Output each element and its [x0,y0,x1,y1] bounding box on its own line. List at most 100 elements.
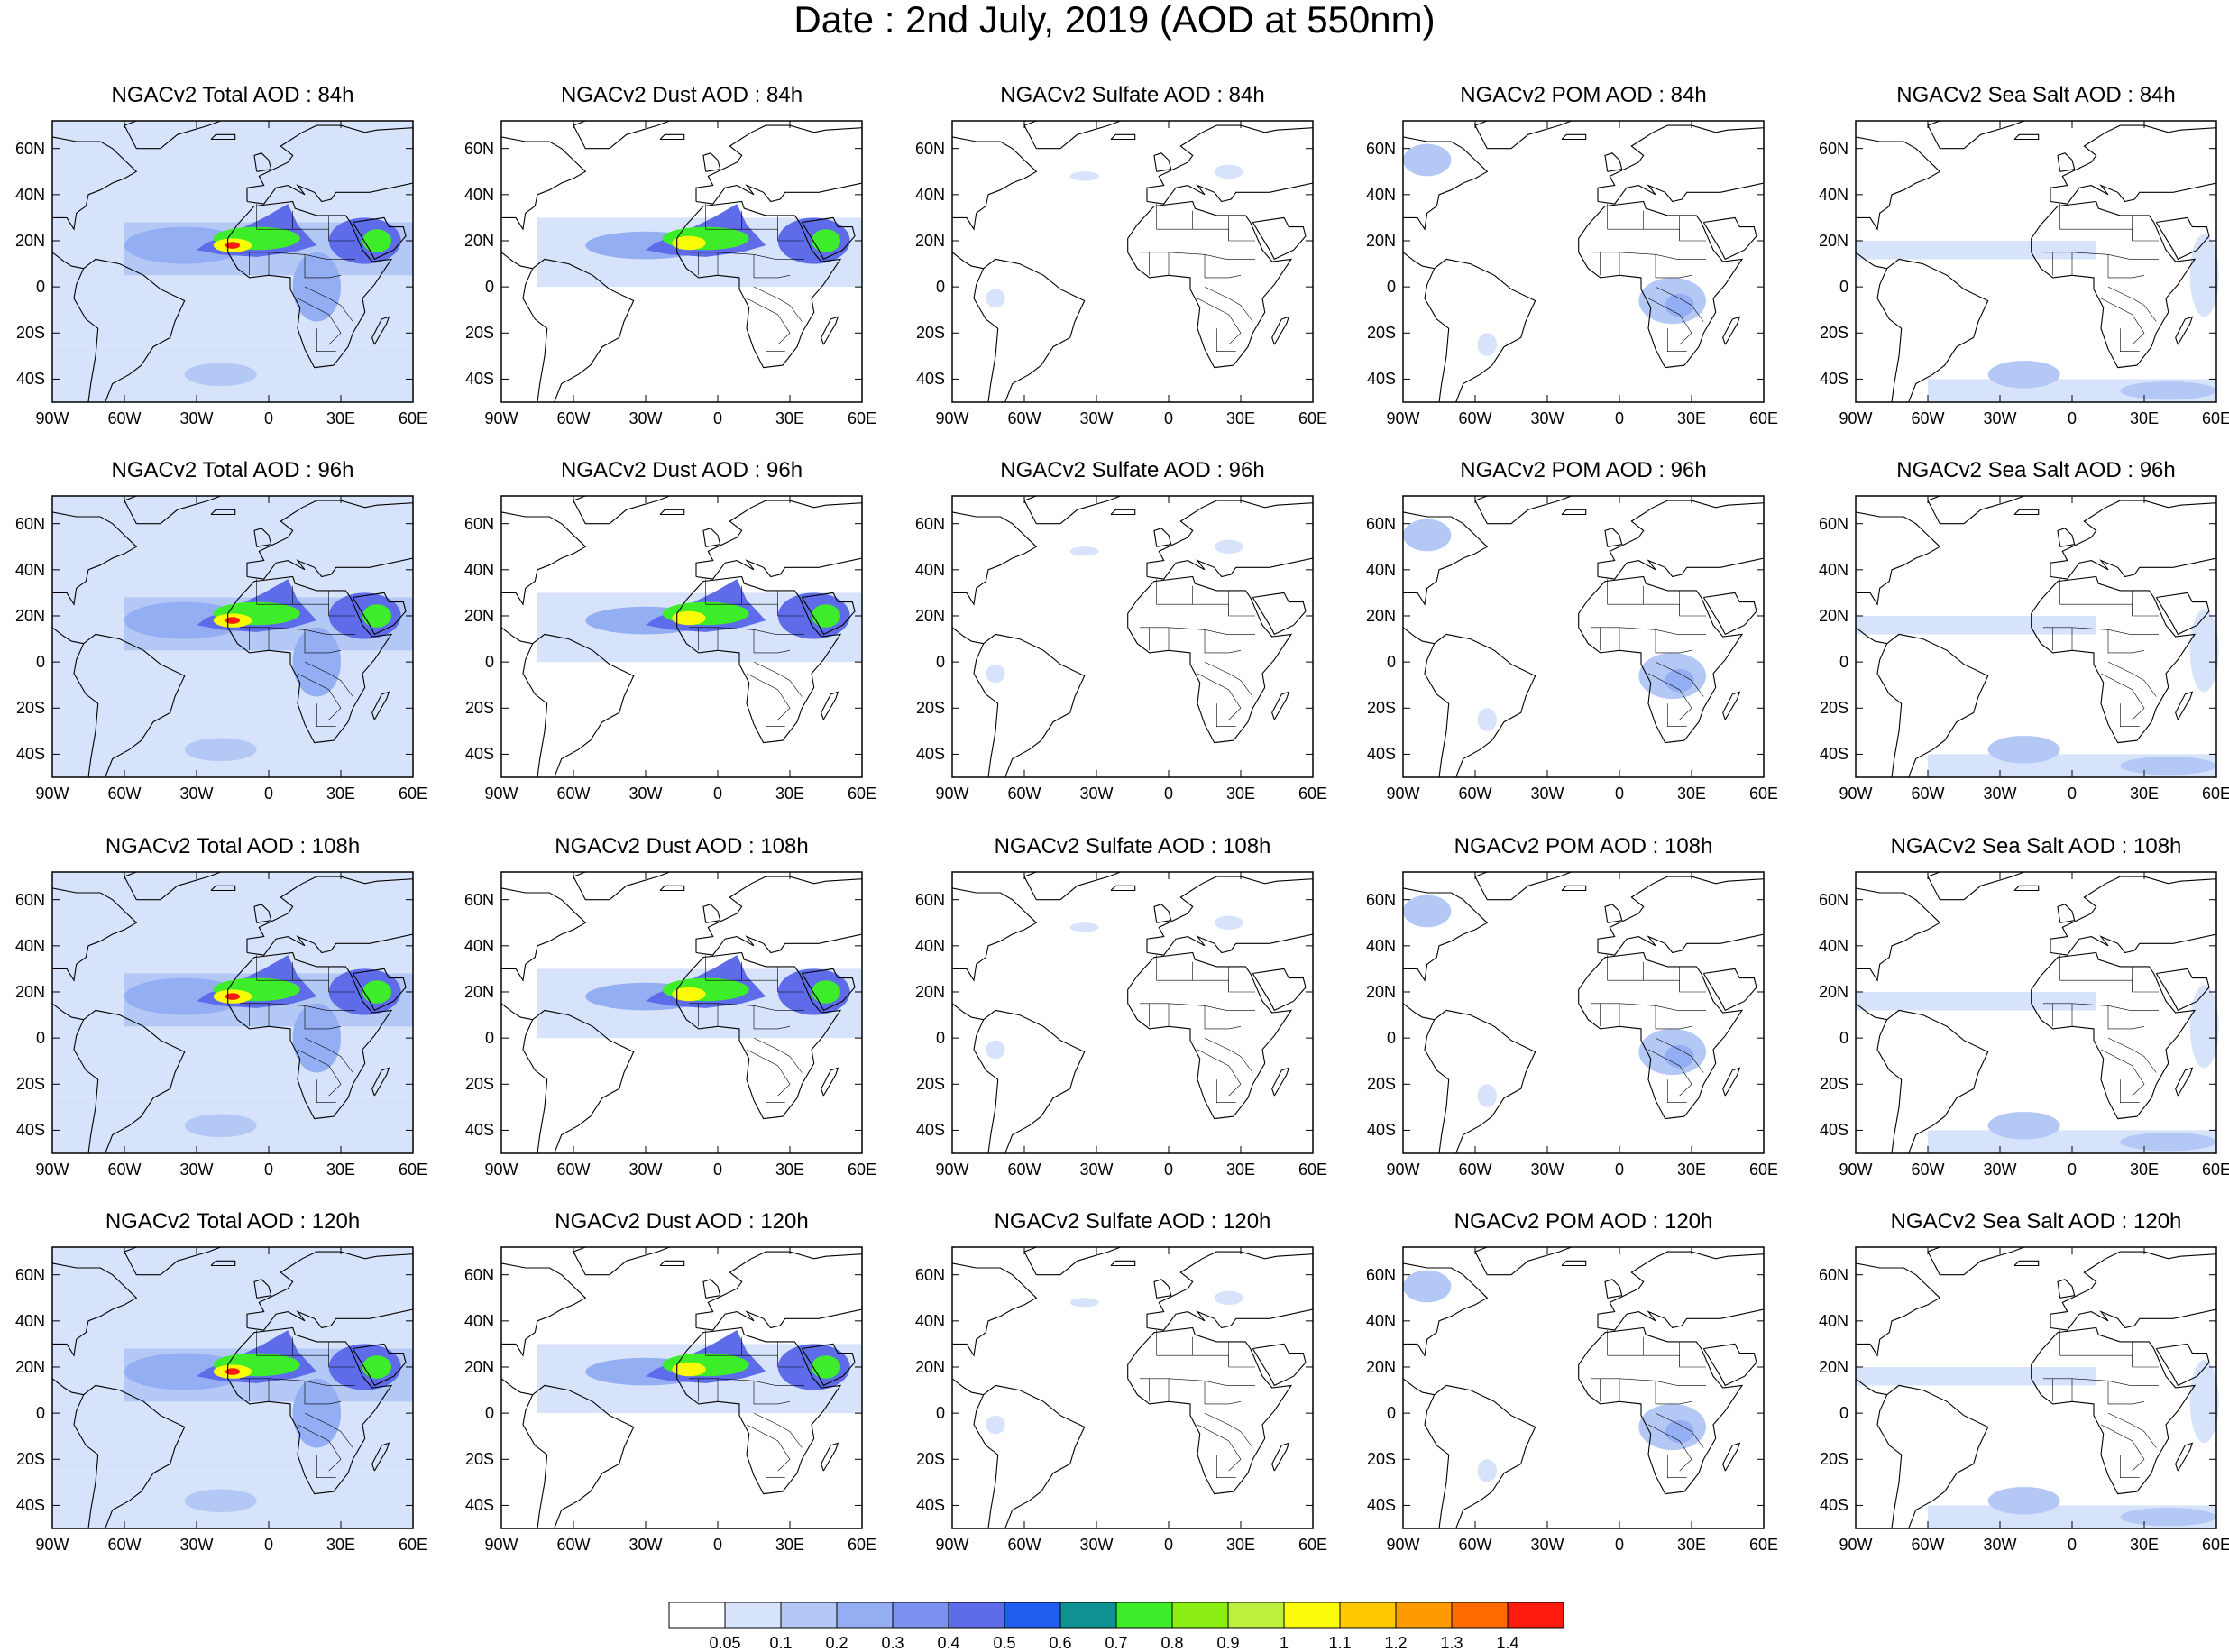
lat-label: 20S [15,324,45,343]
border-line [2107,661,2157,697]
coastline-africa [676,1326,842,1495]
map-panel: NGACv2 POM AOD : 120h 60N 40N 20N 0 20S 40S 90W… [1366,1209,1778,1554]
border-line [1655,1412,1704,1448]
coastline-europe [1146,1251,1314,1331]
axis-ticks [1855,121,2217,402]
plot-background [1403,872,1764,1153]
coastline-madagascar [372,691,390,720]
lon-label: 60E [1748,785,1779,803]
coastline-madagascar [821,316,839,345]
plot-frame [1402,120,1765,403]
lat-label: 20N [463,1357,494,1376]
lon-label: 60E [2201,409,2229,427]
border-line [2043,627,2159,635]
coastline-samerica [973,1009,1086,1154]
border-line [1204,1381,1242,1405]
lat-label: 20S [1819,324,1848,343]
lat-label: 40S [15,745,45,764]
coastline-madagascar [1271,1442,1290,1472]
aod-blob [1665,293,1694,317]
coastline-arabia [2155,968,2210,1012]
axis-ticks [500,496,863,777]
border-line [316,703,336,727]
lon-label: 60W [556,1161,591,1179]
country-borders [689,955,804,1103]
aod-blob [1214,1290,1243,1305]
aod-field-band [1856,241,2096,260]
axis-ticks [51,872,414,1153]
coastlines [1855,495,2217,778]
aod-blob [1477,708,1497,731]
coastline-uk [253,904,272,923]
coastlines [951,495,1314,778]
coastline-iceland [210,133,236,141]
map-panel: NGACv2 Sea Salt AOD : 108h 60N 40N 20N 0 20S 4… [1819,834,2229,1179]
colorbar-label: 0.4 [937,1634,960,1652]
coastline-samerica [522,633,635,778]
border-line [1655,661,1704,697]
lat-label: 60N [1818,1265,1848,1284]
lat-label: 40N [1365,936,1396,955]
lat-label: 40N [463,1311,494,1330]
map-panel: NGACv2 Sulfate AOD : 108h 60N 40N 20N 0 20S 40… [915,834,1327,1179]
coastline-central [951,627,984,645]
aod-field-midlat [52,872,413,958]
panel-title: NGACv2 Total AOD : 120h [105,1209,361,1234]
coastlines [500,120,863,403]
coastlines [51,871,414,1154]
coastline-greenland [1023,120,1121,150]
plot-frame [51,495,414,778]
coastline-madagascar [2175,1067,2194,1097]
coastline-namerica [500,136,587,231]
coastline-arabia [1252,216,1307,261]
lon-label: 0 [2067,1536,2077,1554]
coastline-greenland [1474,495,1572,525]
border-line [1204,254,1242,279]
colorbar-label: 1.3 [1440,1634,1463,1652]
coastline-arabia [2155,216,2210,261]
coastline-central [1855,627,1887,645]
lat-label: 20S [915,1075,945,1094]
aod-blob [1477,1084,1497,1107]
coastline-central [51,627,84,645]
coastline-madagascar [821,691,839,720]
coastline-uk [2057,528,2076,547]
colorbar-swatches [668,1602,1564,1629]
lon-label: 0 [712,785,722,803]
lon-label: 90W [1839,409,1873,427]
lat-label: 0 [1386,1029,1396,1048]
coastline-europe [2050,500,2217,580]
coastline-europe [2050,876,2217,956]
border-line [1156,204,1194,230]
border-line [705,579,743,605]
lat-label: 40S [1819,1121,1848,1140]
lon-label: 90W [1386,1536,1420,1554]
coastline-central [500,1378,533,1396]
coastline-europe [2050,124,2217,205]
lat-label: 60N [1818,139,1848,158]
map-plot [1402,495,1765,778]
colorbar-label: 0.7 [1105,1634,1128,1652]
plot-background [1403,496,1764,777]
coastline-madagascar [1722,691,1741,720]
lon-label: 90W [484,1161,518,1179]
lon-label: 30W [179,1161,214,1179]
map-plot [51,495,414,778]
coastline-arabia [801,592,856,636]
border-line [1197,1049,1242,1097]
coastline-iceland [210,1260,236,1267]
border-line [304,661,353,697]
coastline-namerica [51,511,138,606]
coastline-namerica [51,887,138,982]
lat-label: 20S [464,1075,494,1094]
lon-label: 30W [1983,409,2017,427]
coastline-samerica [973,1384,1086,1529]
coastline-samerica [73,1009,186,1154]
border-line [2119,328,2140,352]
axis-ticks [51,496,414,777]
border-line [2100,1049,2145,1097]
lon-label: 90W [1386,785,1420,803]
coastline-africa [676,951,842,1120]
coastlines [1402,495,1765,778]
axis-ticks [1855,1247,2217,1528]
